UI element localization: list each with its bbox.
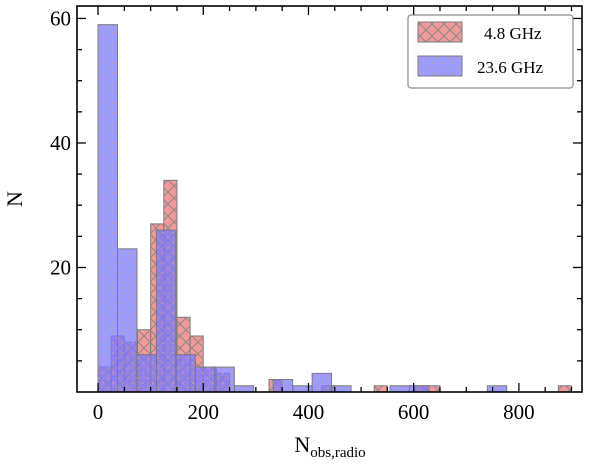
x-tick-label: 0 — [93, 400, 104, 424]
bar-hatch-23-6-ghz-0 — [98, 24, 118, 392]
bar-hatch-4-8-ghz-12 — [374, 385, 388, 392]
x-axis-label-subscript: obs,radio — [310, 445, 365, 461]
y-tick-label: 60 — [50, 6, 71, 30]
legend-swatch-23-6ghz-hatch — [418, 56, 462, 76]
x-axis-label: Nobs,radio — [294, 432, 365, 461]
bar-hatch-23-6-ghz-14 — [487, 385, 507, 392]
x-tick-label: 400 — [293, 400, 325, 424]
bar-hatch-23-6-ghz-10 — [312, 373, 332, 392]
bar-hatch-4-8-ghz-15 — [558, 385, 572, 392]
plot-frame — [76, 5, 583, 393]
bar-hatch-23-6-ghz-1 — [117, 248, 137, 392]
bar-hatch-4-8-ghz-14 — [426, 385, 440, 392]
bar-hatch-23-6-ghz-4 — [175, 354, 196, 392]
bar-hatch-23-6-ghz-11 — [331, 385, 352, 392]
bar-hatch-23-6-ghz-13 — [409, 385, 429, 392]
legend-swatch-4-8ghz-hatch — [418, 22, 462, 42]
bar-hatch-23-6-ghz-8 — [273, 379, 293, 392]
bar-hatch-23-6-ghz-9 — [292, 385, 313, 392]
x-tick-label: 600 — [398, 400, 430, 424]
x-tick-label: 200 — [188, 400, 220, 424]
legend: 4.8 GHz 23.6 GHz — [407, 14, 574, 89]
legend-label-23-6ghz: 23.6 GHz — [477, 58, 544, 77]
y-axis-label: N — [2, 191, 27, 207]
bar-hatch-23-6-ghz-12 — [389, 385, 410, 392]
legend-label-4-8ghz: 4.8 GHz — [484, 24, 542, 43]
bar-hatch-23-6-ghz-6 — [214, 367, 235, 392]
y-tick-label: 20 — [50, 255, 71, 279]
bar-hatch-23-6-ghz-2 — [136, 354, 157, 392]
y-tick-label: 40 — [50, 131, 71, 155]
bar-hatch-23-6-ghz-3 — [156, 230, 176, 392]
ticks-layer: 0 200 400 600 800 20 40 60 — [50, 6, 582, 424]
bar-hatch-23-6-ghz-5 — [195, 367, 215, 392]
bar-hatch-23-6-ghz-7 — [234, 385, 254, 392]
x-tick-label: 800 — [503, 400, 535, 424]
bars-layer — [97, 24, 572, 392]
